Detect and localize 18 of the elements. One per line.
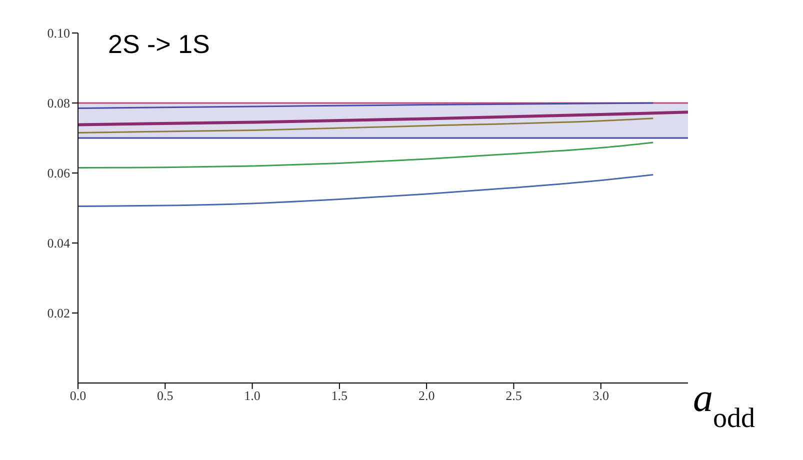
chart-title: 2S -> 1S — [108, 29, 210, 59]
x-tick-label: 3.0 — [592, 388, 609, 404]
line-series — [78, 142, 654, 168]
x-tick-label: 0.5 — [157, 388, 174, 404]
x-tick-label: 2.0 — [418, 388, 435, 404]
line-series — [78, 110, 688, 126]
y-tick-label: 0.06 — [47, 166, 70, 181]
line-series — [78, 174, 654, 207]
y-tick-label: 0.02 — [47, 306, 70, 321]
y-tick-label: 0.10 — [47, 26, 70, 41]
y-tick-label: 0.08 — [47, 96, 70, 111]
x-axis-title: a$_{odd}$ — [693, 375, 755, 434]
x-tick-label: 1.5 — [331, 388, 348, 404]
x-tick-label: 0.0 — [70, 388, 86, 404]
y-tick-label: 0.04 — [47, 236, 70, 251]
x-tick-label: 1.0 — [244, 388, 260, 404]
line-series — [78, 118, 654, 134]
x-tick-label: 2.5 — [506, 388, 522, 404]
